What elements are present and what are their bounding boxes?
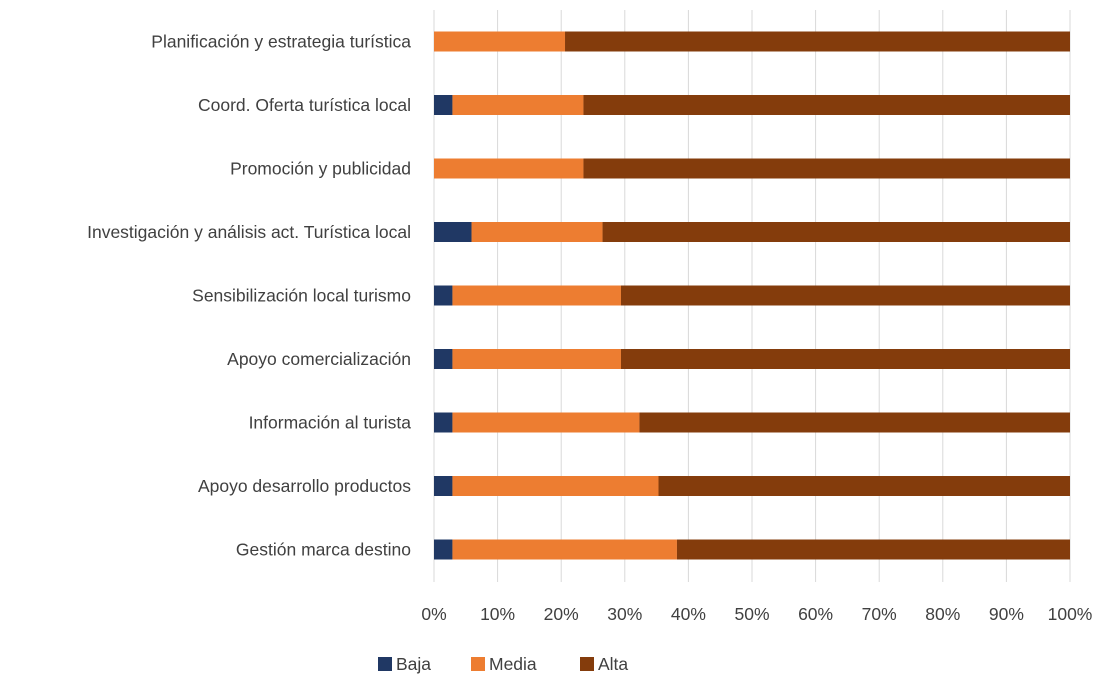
bar-segment-alta [620, 285, 1070, 306]
bar-segment-alta [639, 412, 1070, 433]
bar-segment-baja [434, 285, 453, 306]
bar-segment-alta [620, 349, 1070, 369]
legend-swatch-baja [378, 657, 392, 671]
bar-segment-media [452, 476, 659, 496]
bar-segment-media [452, 349, 621, 369]
bar-segment-baja [434, 349, 453, 369]
bar-segment-media [434, 158, 584, 179]
category-label: Gestión marca destino [236, 540, 411, 560]
bar-segment-alta [658, 476, 1070, 496]
x-tick-label: 20% [544, 604, 579, 624]
bar-segment-media [452, 285, 621, 306]
category-label: Promoción y publicidad [230, 159, 411, 179]
bar-segment-alta [583, 95, 1070, 115]
legend: Baja Media Alta [378, 654, 628, 674]
x-tick-label: 100% [1048, 604, 1093, 624]
category-label: Planificación y estrategia turística [151, 32, 411, 52]
category-label: Apoyo desarrollo productos [198, 476, 411, 496]
bar-segment-alta [565, 31, 1070, 52]
bar-segment-media [452, 95, 584, 115]
bars [434, 31, 1070, 560]
bar-segment-baja [434, 222, 472, 242]
bar-segment-media [471, 222, 603, 242]
bar-segment-media [434, 31, 566, 52]
legend-label-alta: Alta [598, 654, 628, 674]
x-tick-label: 10% [480, 604, 515, 624]
bar-segment-media [452, 412, 640, 433]
x-tick-label: 70% [862, 604, 897, 624]
bar-segment-alta [602, 222, 1070, 242]
legend-label-baja: Baja [396, 654, 431, 674]
bar-segment-baja [434, 95, 453, 115]
category-labels: Planificación y estrategia turística Coor… [87, 32, 411, 560]
legend-swatch-alta [580, 657, 594, 671]
legend-label-media: Media [489, 654, 537, 674]
bar-segment-baja [434, 412, 453, 433]
legend-swatch-media [471, 657, 485, 671]
bar-segment-baja [434, 539, 453, 560]
bar-segment-alta [583, 158, 1070, 179]
category-label: Sensibilización local turismo [192, 286, 411, 306]
x-tick-label: 90% [989, 604, 1024, 624]
category-label: Información al turista [249, 413, 412, 433]
x-tick-label: 30% [607, 604, 642, 624]
bar-segment-media [452, 539, 677, 560]
category-label: Apoyo comercialización [227, 349, 411, 369]
category-label: Investigación y análisis act. Turística … [87, 222, 411, 242]
x-tick-label: 0% [421, 604, 446, 624]
x-tick-label: 50% [734, 604, 769, 624]
x-tick-label: 60% [798, 604, 833, 624]
x-tick-label: 40% [671, 604, 706, 624]
x-axis-tick-labels: 0% 10% 20% 30% 40% 50% 60% 70% 80% 90% 100% [421, 604, 1092, 624]
category-label: Coord. Oferta turística local [198, 95, 411, 115]
bar-segment-alta [676, 539, 1070, 560]
x-tick-label: 80% [925, 604, 960, 624]
bar-segment-baja [434, 476, 453, 496]
